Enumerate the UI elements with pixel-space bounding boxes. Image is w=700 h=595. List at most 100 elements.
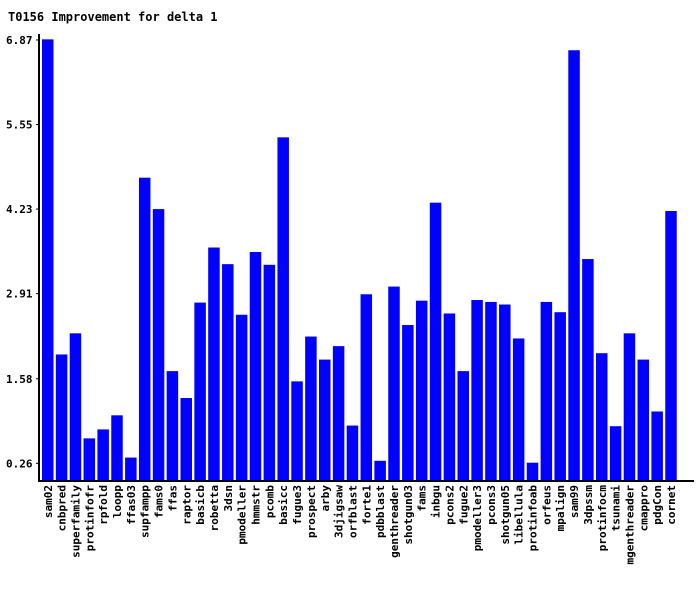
x-tick-label: orfblast bbox=[346, 485, 359, 538]
x-tick-label: pcomb bbox=[263, 485, 276, 518]
bar-rpfold bbox=[97, 429, 109, 480]
bar-fugue3 bbox=[291, 381, 303, 480]
bar-orfeus bbox=[540, 301, 553, 480]
x-tick-label: fugue3 bbox=[291, 485, 304, 525]
x-tick-label: fugue2 bbox=[457, 485, 470, 525]
bar-raptor bbox=[180, 398, 192, 480]
bar-mpalign bbox=[554, 312, 566, 480]
bar-protinfofr bbox=[83, 438, 96, 480]
x-tick-label: robetta bbox=[208, 485, 221, 531]
y-tick-label: 4.23 bbox=[6, 203, 33, 216]
bar-fams bbox=[415, 300, 428, 480]
bar-supfampp bbox=[138, 177, 151, 480]
x-tick-label: cnbpred bbox=[56, 485, 69, 531]
bar-basicb bbox=[194, 302, 206, 480]
x-tick-label: 3djigsaw bbox=[333, 485, 346, 538]
bar-3dsn bbox=[222, 264, 234, 480]
x-tick-label: tsunami bbox=[610, 485, 623, 532]
x-tick-label: arby bbox=[319, 485, 332, 512]
x-tick-label: basicb bbox=[194, 485, 207, 525]
bar-genthreader bbox=[388, 286, 400, 480]
x-tick-label: superfamily bbox=[69, 485, 82, 558]
y-tick-label: 2.91 bbox=[6, 288, 33, 301]
y-axis-ticks: 0.26 1.58 2.91 4.23 5.55 6.87 bbox=[6, 34, 39, 470]
bar-pmodeller bbox=[235, 314, 248, 480]
x-tick-label: shotgun05 bbox=[499, 485, 512, 545]
x-tick-label: orfeus bbox=[540, 485, 553, 525]
x-tick-label: raptor bbox=[180, 485, 193, 525]
bar-ffas03 bbox=[125, 457, 137, 480]
bar-protinfocm bbox=[596, 353, 608, 480]
bar-cnbpred bbox=[55, 354, 68, 480]
bars-group bbox=[42, 39, 677, 481]
bar-pcons2 bbox=[443, 313, 456, 480]
x-tick-label: 3dpssm bbox=[582, 485, 595, 525]
bar-sam99 bbox=[568, 50, 580, 480]
y-tick-label: 1.58 bbox=[6, 373, 33, 386]
bar-hmmstr bbox=[249, 251, 262, 480]
bar-shotgun03 bbox=[402, 325, 414, 480]
x-tick-label: fams bbox=[416, 485, 429, 512]
x-tick-label: forte1 bbox=[360, 485, 373, 525]
x-tick-label: pdgCon bbox=[651, 485, 664, 525]
y-tick-label: 5.55 bbox=[6, 119, 33, 132]
bar-3djigsaw bbox=[332, 346, 345, 480]
x-tick-label: mgenthreader bbox=[623, 485, 636, 565]
x-tick-label: sam02 bbox=[42, 485, 55, 518]
x-tick-label: 3dsn bbox=[222, 485, 235, 512]
bar-ffas bbox=[166, 371, 179, 480]
x-tick-label: genthreader bbox=[388, 485, 401, 558]
bar-superfamily bbox=[69, 333, 82, 480]
x-tick-label: rpfold bbox=[97, 485, 110, 525]
bar-protinfoab bbox=[526, 462, 539, 480]
x-tick-label: loopp bbox=[111, 485, 124, 518]
bar-shotgun05 bbox=[499, 304, 511, 480]
y-tick-label: 0.26 bbox=[6, 457, 33, 470]
x-tick-label: pdbblast bbox=[374, 485, 387, 538]
bar-3dpssm bbox=[582, 259, 594, 480]
bar-loopp bbox=[111, 415, 123, 480]
x-tick-label: pmodeller bbox=[236, 485, 249, 545]
x-tick-label: pcons3 bbox=[485, 485, 498, 525]
y-tick-label: 6.87 bbox=[6, 34, 33, 47]
x-tick-label: libellula bbox=[513, 485, 526, 545]
x-tick-label: supfampp bbox=[139, 485, 152, 538]
bar-tsunami bbox=[609, 426, 622, 480]
x-tick-label: shotgun03 bbox=[402, 485, 415, 545]
x-tick-label: mpalign bbox=[554, 485, 567, 531]
x-tick-label: inbgu bbox=[430, 485, 443, 518]
bar-forte1 bbox=[360, 294, 373, 480]
bar-pdbblast bbox=[374, 460, 386, 480]
x-tick-label: protinfoab bbox=[527, 485, 540, 552]
bar-pcons3 bbox=[485, 301, 497, 480]
bar-cornet bbox=[665, 211, 677, 480]
bar-prospect bbox=[305, 336, 317, 480]
bar-fams0 bbox=[152, 209, 165, 480]
x-tick-label: sam99 bbox=[568, 485, 581, 518]
bar-mgenthreader bbox=[623, 333, 636, 480]
x-tick-label: cmappro bbox=[637, 485, 650, 532]
x-tick-label: hmmstr bbox=[250, 485, 263, 525]
bar-pdgCon bbox=[651, 411, 663, 480]
bar-fugue2 bbox=[457, 371, 469, 480]
bar-robetta bbox=[208, 247, 220, 480]
x-tick-label: basicc bbox=[277, 485, 290, 525]
bar-pcomb bbox=[263, 264, 276, 480]
x-tick-label: ffas03 bbox=[125, 485, 138, 525]
bar-pmodeller3 bbox=[471, 300, 483, 480]
x-tick-label: fams0 bbox=[153, 485, 166, 518]
x-tick-label: ffas bbox=[166, 485, 179, 512]
x-tick-label: pcons2 bbox=[443, 485, 456, 525]
x-tick-label: cornet bbox=[665, 485, 678, 525]
bar-inbgu bbox=[429, 202, 442, 480]
x-tick-label: protinfofr bbox=[83, 485, 96, 552]
x-tick-label: protinfocm bbox=[596, 485, 609, 552]
x-tick-label: prospect bbox=[305, 485, 318, 538]
x-axis-ticks: sam02 cnbpred superfamily protinfofr rpfold l… bbox=[42, 485, 678, 565]
bar-libellula bbox=[512, 338, 525, 480]
chart-title: T0156 Improvement for delta 1 bbox=[8, 10, 218, 24]
bar-arby bbox=[319, 359, 331, 480]
x-tick-label: pmodeller3 bbox=[471, 485, 484, 551]
